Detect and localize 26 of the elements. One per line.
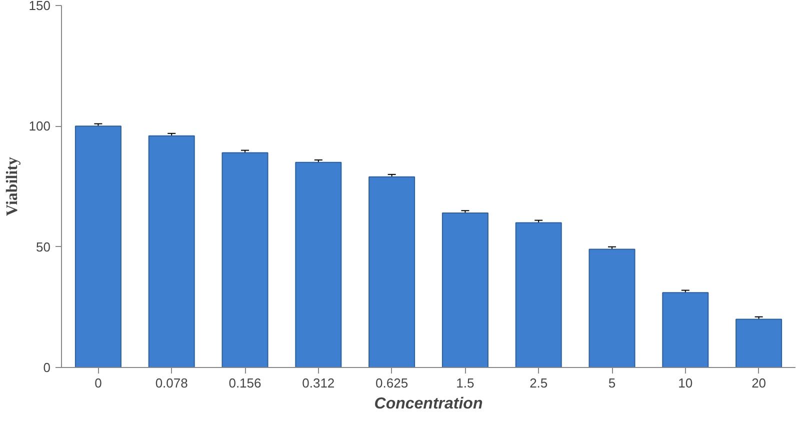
y-tick-label: 100 xyxy=(28,118,51,134)
y-tick-label: 0 xyxy=(43,360,51,375)
x-tick-label: 1.5 xyxy=(456,376,474,390)
x-tick-label: 20 xyxy=(752,376,766,390)
bar xyxy=(368,176,416,368)
y-axis-title: Viability xyxy=(4,157,21,216)
bar xyxy=(662,292,709,368)
x-tick-label: 0 xyxy=(94,376,102,390)
x-tick-label: 10 xyxy=(678,376,693,390)
bar xyxy=(222,152,268,368)
x-tick-label: 0.625 xyxy=(376,376,408,390)
x-tick-label: 0.078 xyxy=(155,376,188,390)
bar xyxy=(74,126,122,368)
x-tick-label: 5 xyxy=(608,376,616,390)
x-tick-label: 2.5 xyxy=(530,376,548,390)
y-tick-label: 50 xyxy=(36,239,51,254)
x-tick-label: 0.312 xyxy=(302,376,335,390)
x-tick-label: 0.156 xyxy=(228,376,262,390)
bar xyxy=(295,162,342,368)
bar xyxy=(515,222,562,368)
bar xyxy=(442,212,488,368)
x-axis-title: Concentration xyxy=(374,396,483,412)
bar xyxy=(148,135,195,368)
bar xyxy=(588,248,636,368)
y-tick-label: 150 xyxy=(28,0,51,13)
bar xyxy=(736,318,782,368)
